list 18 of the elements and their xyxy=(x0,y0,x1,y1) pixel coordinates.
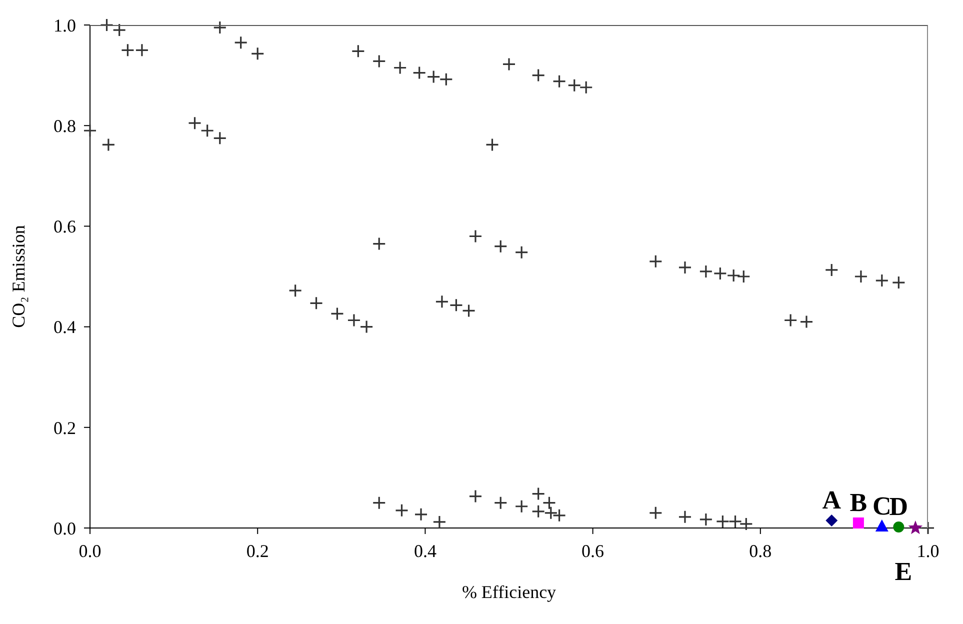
x-tick-label: 0.8 xyxy=(749,540,772,561)
y-tick-label: 0.2 xyxy=(54,418,76,438)
y-tick-label: 0.6 xyxy=(54,216,76,237)
y-tick-label: 1.0 xyxy=(54,15,76,36)
y-axis-title: CO₂ Emission xyxy=(8,225,28,328)
x-tick-label: 1.0 xyxy=(916,540,940,561)
y-tick-label: 0.8 xyxy=(54,116,76,136)
series-label: E xyxy=(894,557,912,586)
x-tick-label: 0.2 xyxy=(246,540,269,561)
x-tick-label: 0.4 xyxy=(414,540,436,561)
x-tick-label: 0.6 xyxy=(582,540,604,561)
series-label: D xyxy=(889,492,908,521)
series-label: A xyxy=(822,485,842,514)
x-tick-label: 0.0 xyxy=(78,540,102,561)
series-label: B xyxy=(850,488,868,517)
x-axis-title: % Efficiency xyxy=(462,582,556,602)
y-tick-label: 0.4 xyxy=(54,317,76,338)
y-tick-label: 0.0 xyxy=(54,518,76,538)
